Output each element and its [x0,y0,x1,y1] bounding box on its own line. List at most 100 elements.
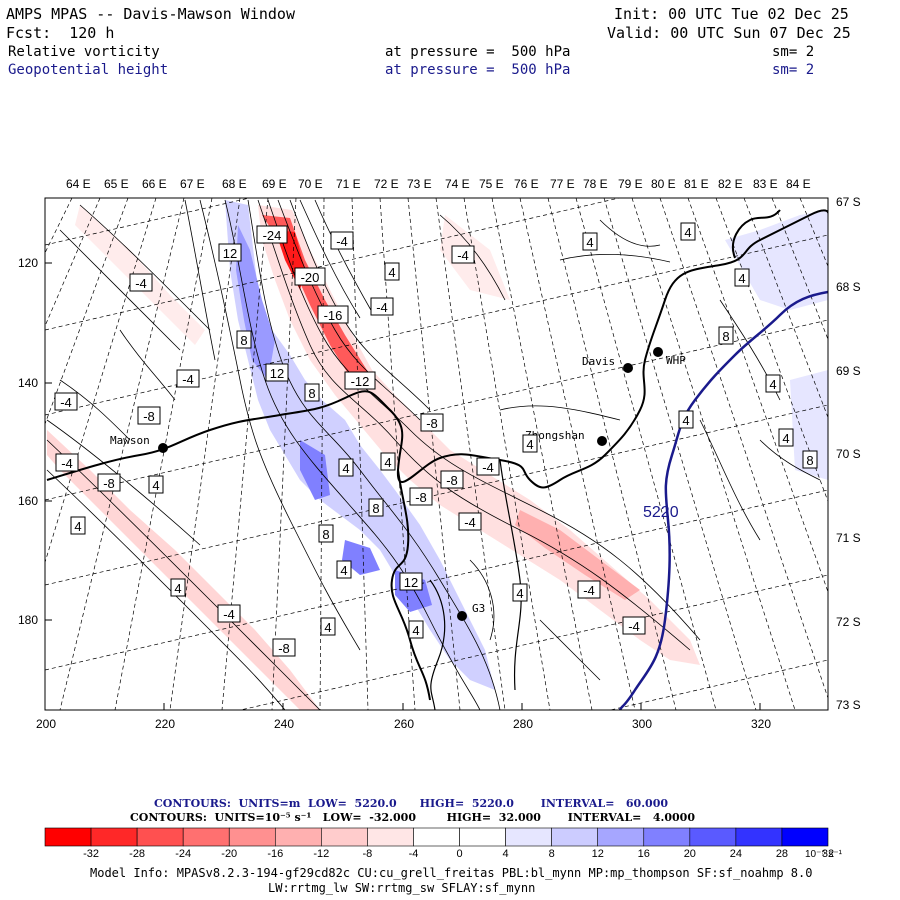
colorbar-tick-label: -28 [129,848,145,860]
contour-info-vorticity: CONTOURS: UNITS=10⁻⁵ s⁻¹ LOW= -32.000 HI… [130,811,695,824]
contour-label: 4 [678,410,694,429]
positive-vorticity-core [236,225,275,380]
contour-label: 4 [148,475,164,494]
contour-label: -4 [217,604,241,623]
svg-text:-4: -4 [61,456,73,471]
colorbar-swatch [90,827,138,847]
contour-label: 4 [522,434,538,453]
svg-text:-24: -24 [263,228,282,243]
svg-text:-4: -4 [376,300,388,315]
station-label-mawson: Mawson [110,434,150,447]
colorbar-swatch [781,827,829,847]
vorticity-east-patch [725,210,828,310]
colorbar-tick-label: 0 [456,848,462,860]
model-info-line1: Model Info: MPASv8.2.3-194-gf29cd82c CU:… [90,866,813,880]
lon-label-69e: 69 E [262,177,287,191]
lon-label-79e: 79 E [618,177,643,191]
pressure-vorticity: at pressure = 500 hPa [385,44,571,60]
vorticity-contours [46,199,821,710]
contour-label: 4 [582,232,598,251]
contour-label: -24 [256,225,288,244]
contour-label: 8 [236,330,252,349]
contour-label: -8 [137,406,161,425]
y-tick-140: 140 [18,376,38,390]
colorbar-tick-label: -32 [83,848,99,860]
axis-ticks [44,262,761,710]
contour-label: -8 [272,638,296,657]
ice-shelf-edge [429,459,522,710]
svg-text:-8: -8 [278,641,290,656]
svg-text:4: 4 [388,265,395,280]
lon-label-80e: 80 E [651,177,676,191]
x-tick-280: 280 [513,717,533,731]
lon-label-78e: 78 E [583,177,608,191]
colorbar-swatch [505,827,552,847]
contour-label: 4 [320,617,336,636]
contour-label: 4 [170,578,186,597]
lat-label-71s: 71 S [836,531,861,545]
lon-label-81e: 81 E [684,177,709,191]
lon-label-77e: 77 E [550,177,575,191]
station-dot-g3 [457,611,467,621]
field-geopotential: Geopotential height [8,62,169,78]
init-time: Init: 00 UTC Tue 02 Dec 25 [614,5,849,23]
plot-title: AMPS MPAS -- Davis-Mawson Window [6,5,295,23]
colorbar-tick-label: -20 [221,848,237,860]
lat-label-70s: 70 S [836,447,861,461]
station-dot-mawson [158,443,168,453]
lon-label-67e: 67 E [180,177,205,191]
lon-label-74e: 74 E [445,177,470,191]
contour-label: -8 [409,487,433,506]
x-tick-320: 320 [751,717,771,731]
contour-label: 4 [338,458,354,477]
svg-text:4: 4 [684,225,691,240]
colorbar-swatch [274,827,322,847]
svg-text:4: 4 [782,431,789,446]
contour-label: 4 [680,222,696,241]
colorbar-swatch [321,827,368,847]
svg-text:4: 4 [682,413,689,428]
lon-label-66e: 66 E [142,177,167,191]
lon-label-83e: 83 E [753,177,778,191]
svg-text:-4: -4 [482,460,494,475]
model-info-line2: LW:rrtmg_lw SW:rrtmg_sw SFLAY:sf_mynn [268,881,536,895]
y-tick-160: 160 [18,494,38,508]
lon-label-71e: 71 E [336,177,361,191]
svg-text:4: 4 [412,623,419,638]
svg-text:-4: -4 [223,607,235,622]
colorbar-swatch [551,827,599,847]
svg-text:4: 4 [324,620,331,635]
colorbar-tick-label: -16 [267,848,283,860]
geopotential-label: 5220 [643,504,679,521]
contour-label: -8 [97,473,121,492]
colorbar-tick-label: 8 [549,848,555,860]
svg-text:8: 8 [722,329,729,344]
svg-text:-8: -8 [103,476,115,491]
svg-text:4: 4 [516,586,523,601]
svg-text:4: 4 [174,581,181,596]
lat-label-72s: 72 S [836,615,861,629]
svg-text:8: 8 [372,501,379,516]
svg-text:-20: -20 [301,270,320,285]
contour-label: 8 [318,524,334,543]
svg-text:8: 8 [322,527,329,542]
colorbar-tick-label: -12 [313,848,329,860]
lat-label-68s: 68 S [836,280,861,294]
lon-label-76e: 76 E [514,177,539,191]
colorbar-swatch [136,827,184,847]
svg-text:4: 4 [340,563,347,578]
svg-text:4: 4 [769,377,776,392]
station-label-zhongshan: Zhongshan [525,429,585,442]
colorbar-swatch [597,827,645,847]
contour-label: 4 [408,620,424,639]
svg-text:-4: -4 [583,583,595,598]
svg-text:12: 12 [270,366,284,381]
lon-label-68e: 68 E [222,177,247,191]
station-label-whp: WHP [666,354,686,367]
contour-label: -4 [476,457,500,476]
colorbar-tick-label: 32 [822,848,834,860]
contour-label: -4 [330,231,354,250]
svg-text:-4: -4 [135,276,147,291]
